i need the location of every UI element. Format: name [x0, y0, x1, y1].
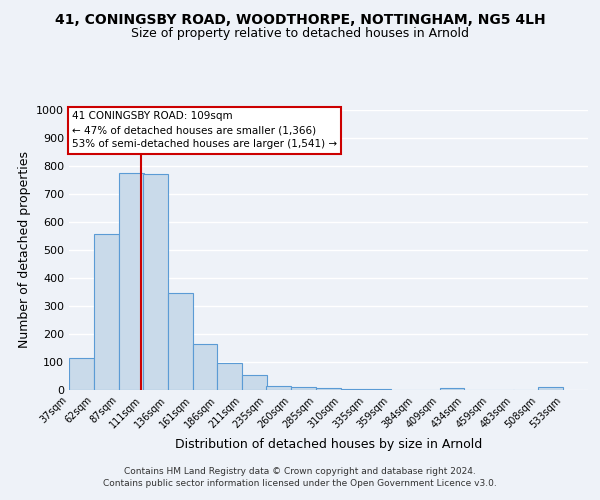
Bar — [69, 358, 94, 390]
Bar — [440, 388, 464, 390]
Bar — [341, 388, 366, 390]
Y-axis label: Number of detached properties: Number of detached properties — [17, 152, 31, 348]
Text: 41, CONINGSBY ROAD, WOODTHORPE, NOTTINGHAM, NG5 4LH: 41, CONINGSBY ROAD, WOODTHORPE, NOTTINGH… — [55, 12, 545, 26]
Bar — [242, 374, 267, 390]
Bar — [193, 344, 217, 390]
Bar — [266, 386, 291, 390]
Bar — [94, 234, 119, 390]
Bar — [143, 174, 167, 390]
Text: 41 CONINGSBY ROAD: 109sqm
← 47% of detached houses are smaller (1,366)
53% of se: 41 CONINGSBY ROAD: 109sqm ← 47% of detac… — [72, 112, 337, 150]
Bar — [538, 387, 563, 390]
Bar — [119, 173, 144, 390]
Bar — [316, 388, 341, 390]
Bar — [167, 292, 193, 390]
Text: Contains HM Land Registry data © Crown copyright and database right 2024.
Contai: Contains HM Land Registry data © Crown c… — [103, 466, 497, 487]
Text: Size of property relative to detached houses in Arnold: Size of property relative to detached ho… — [131, 28, 469, 40]
Bar — [217, 362, 242, 390]
Bar — [291, 387, 316, 390]
X-axis label: Distribution of detached houses by size in Arnold: Distribution of detached houses by size … — [175, 438, 482, 451]
